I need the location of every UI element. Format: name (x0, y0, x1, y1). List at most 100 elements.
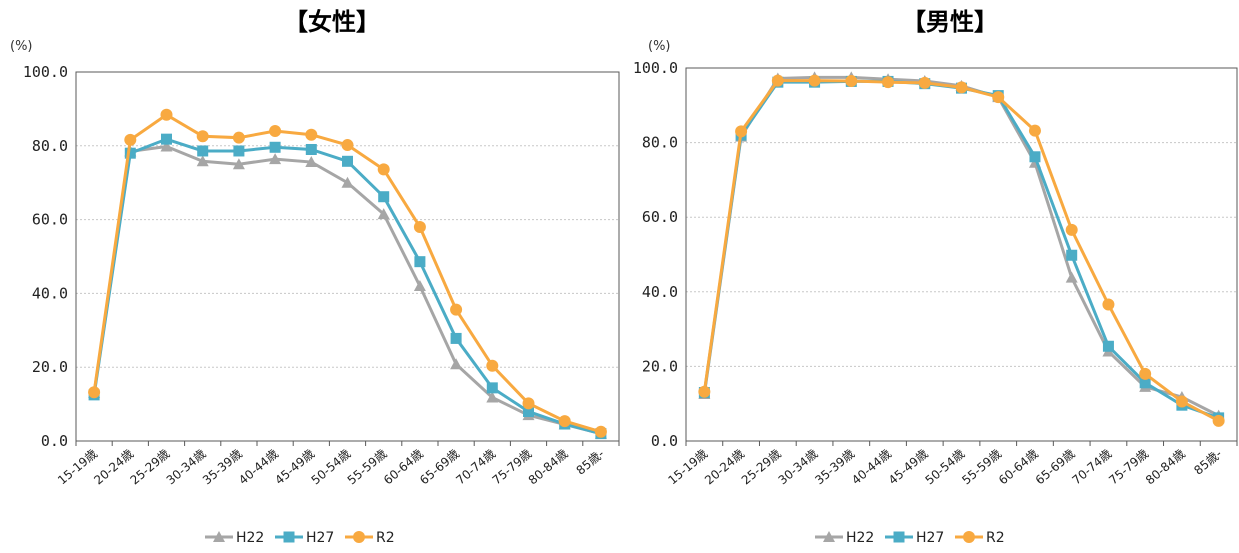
data-point (1029, 151, 1041, 163)
data-point (486, 382, 498, 394)
chart-title: 【女性】 (284, 8, 380, 36)
chart-male: 【男性】 (%) 0.0 20.0 40.0 60.0 80.0 100.0 15-19歳20-… (633, 8, 1238, 546)
data-point (450, 303, 463, 316)
data-point (160, 140, 173, 152)
data-point (992, 91, 1005, 104)
x-tick-label: 55-59歳 (959, 447, 1004, 488)
data-point (161, 133, 172, 145)
legend-marker (823, 531, 835, 542)
data-point (594, 425, 607, 438)
data-point (269, 153, 282, 165)
data-point (918, 76, 931, 89)
x-tick-label: 85歳- (1191, 447, 1224, 478)
y-tick-label: 0.0 (41, 432, 68, 450)
y-tick-label: 100.0 (23, 63, 68, 81)
data-point (486, 359, 499, 372)
x-tick-label: 40-44歳 (236, 447, 281, 488)
data-point (522, 397, 535, 410)
y-tick-label: 100.0 (633, 59, 678, 77)
y-tick-label: 40.0 (32, 284, 68, 302)
data-point (1065, 223, 1078, 236)
legend-marker (283, 531, 295, 543)
data-point (558, 415, 571, 428)
x-tick-label: 60-64歳 (996, 447, 1041, 488)
legend-marker (963, 531, 975, 543)
x-tick-label: 75-79歳 (1106, 447, 1151, 488)
plot-area-frame (75, 71, 620, 442)
y-tick-label: 20.0 (32, 358, 68, 376)
data-point (413, 220, 426, 233)
data-point (196, 130, 209, 143)
legend-marker (213, 531, 225, 542)
legend-label: H27 (916, 530, 944, 546)
x-tick-label: 50-54歳 (923, 447, 968, 488)
x-tick-label: 30-34歳 (164, 447, 209, 488)
data-point (413, 280, 426, 292)
x-tick-label: 40-44歳 (849, 447, 894, 488)
data-point (124, 133, 137, 146)
data-point (698, 385, 711, 398)
data-point (955, 81, 968, 94)
x-tick-label: 55-59歳 (345, 447, 390, 488)
data-point (1028, 124, 1041, 137)
data-point (523, 405, 534, 417)
y-tick-label: 80.0 (642, 134, 678, 152)
series-line (92, 144, 602, 436)
data-point (88, 386, 101, 399)
legend-label: R2 (986, 530, 1005, 546)
data-point (771, 74, 784, 87)
data-point (160, 108, 173, 121)
y-tick-label: 20.0 (642, 357, 678, 375)
data-point (232, 131, 245, 144)
y-unit-label: (%) (648, 39, 671, 54)
x-tick-label: 25-29歳 (128, 447, 173, 488)
data-point (196, 155, 209, 167)
data-point (305, 156, 318, 168)
legend-marker (893, 531, 905, 543)
data-point (341, 176, 354, 188)
data-point (414, 256, 426, 268)
x-tick-label: 70-74歳 (453, 447, 498, 488)
data-point (1139, 377, 1151, 389)
data-point (1102, 298, 1115, 311)
data-point (305, 128, 318, 141)
legend-label: H22 (236, 530, 264, 546)
data-point (269, 141, 281, 153)
x-tick-label: 65-69歳 (1033, 447, 1078, 488)
data-point (845, 75, 858, 88)
data-point (197, 145, 209, 157)
data-point (233, 145, 245, 157)
x-tick-label: 45-49歳 (272, 447, 317, 488)
legend-label: R2 (376, 530, 395, 546)
x-tick-label: 45-49歳 (886, 447, 931, 488)
data-point (1175, 395, 1188, 408)
data-point (341, 139, 354, 152)
x-tick-label: 65-69歳 (417, 447, 462, 488)
x-tick-label: 60-64歳 (381, 447, 426, 488)
x-tick-label: 85歳- (574, 447, 607, 478)
data-point (1212, 414, 1225, 427)
data-point (450, 332, 462, 344)
x-tick-label: 35-39歳 (812, 447, 857, 488)
plot-area-frame (685, 67, 1238, 442)
x-tick-label: 80-84歳 (1143, 447, 1188, 488)
data-point (378, 191, 390, 203)
series-R2 (88, 108, 607, 438)
legend: H22 H27 R2 (205, 530, 395, 546)
y-tick-label: 80.0 (32, 137, 68, 155)
x-tick-label: 20-24歳 (702, 447, 747, 488)
legend-label: H27 (306, 530, 334, 546)
data-point (1066, 249, 1078, 261)
data-point (377, 163, 390, 176)
data-point (305, 143, 317, 155)
data-point (882, 76, 895, 89)
x-tick-label: 80-84歳 (526, 447, 571, 488)
data-point (377, 208, 390, 220)
y-tick-label: 60.0 (642, 208, 678, 226)
data-point (1139, 367, 1152, 380)
x-tick-label: 20-24歳 (91, 447, 136, 488)
x-tick-label: 50-54歳 (309, 447, 354, 488)
x-tick-label: 70-74歳 (1069, 447, 1114, 488)
y-tick-label: 60.0 (32, 211, 68, 229)
